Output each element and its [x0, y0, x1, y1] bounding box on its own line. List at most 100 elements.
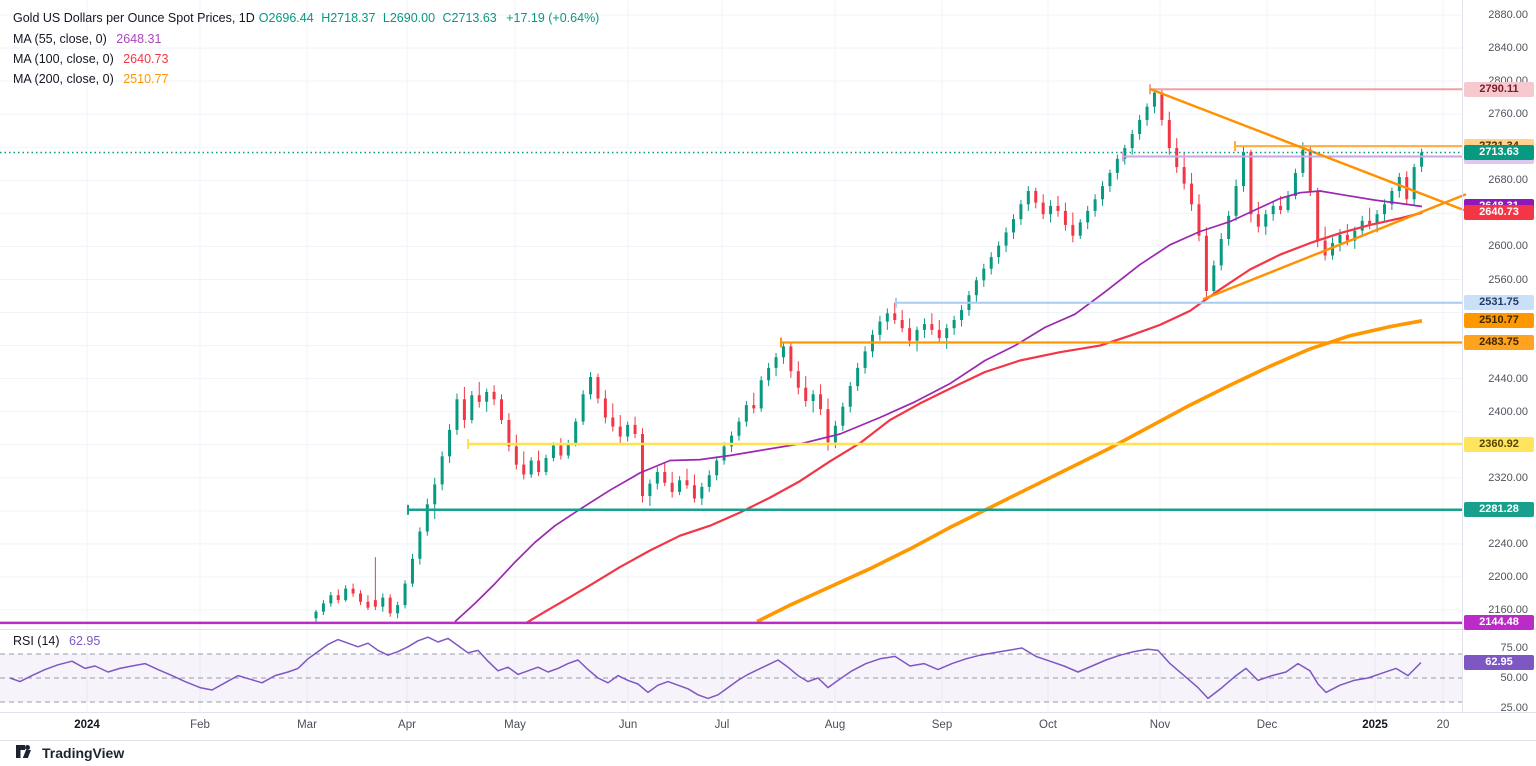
time-label-Mar: Mar	[297, 719, 317, 731]
candle-body	[1063, 210, 1067, 225]
candle-body	[1026, 191, 1030, 205]
time-axis[interactable]: 2024 Feb Mar Apr May Jun Jul Aug Sep Oct Nov Dec 202…	[0, 713, 1536, 740]
candle-body	[470, 395, 474, 420]
rsi-tick-50: 50.00	[1500, 672, 1528, 684]
time-label-2024: 2024	[74, 719, 100, 731]
tradingview-logo[interactable]: TradingView	[16, 744, 124, 761]
candle-body	[655, 472, 659, 484]
rsi-legend[interactable]: RSI (14) 62.95	[13, 634, 100, 648]
candle-body	[1138, 120, 1142, 134]
candle-body	[744, 405, 748, 422]
ma-ma-100-line[interactable]	[526, 211, 1423, 624]
candle-body	[1152, 92, 1156, 107]
candle-body	[574, 421, 578, 444]
candle-body	[774, 357, 778, 368]
candle-body	[1382, 204, 1386, 215]
candle-body	[1086, 210, 1090, 223]
candle-body	[321, 603, 325, 612]
current-price-label: 2713.63	[1464, 145, 1534, 160]
ohlc-low: L2690.00	[382, 11, 436, 25]
candle-body	[922, 324, 926, 330]
candle-body	[767, 367, 771, 381]
candle-body	[878, 321, 882, 335]
pane-separator[interactable]	[0, 629, 1536, 630]
candle-body	[388, 597, 392, 614]
price-label-2281.28: 2281.28	[1464, 502, 1534, 518]
candle-body	[366, 601, 370, 608]
candle-body	[1145, 106, 1149, 120]
candle-body	[1375, 214, 1379, 225]
chart-legend[interactable]: Gold US Dollars per Ounce Spot Prices, 1…	[13, 8, 599, 89]
candle-body	[1286, 196, 1290, 210]
candle-body	[551, 445, 555, 458]
candle-body	[1101, 186, 1105, 200]
time-label-Jun: Jun	[618, 719, 638, 731]
candle-body	[1049, 205, 1053, 215]
candle-body	[1167, 120, 1171, 149]
candle-body	[633, 424, 637, 434]
candle-body	[626, 424, 630, 437]
candle-body	[640, 434, 644, 496]
candle-body	[537, 460, 541, 472]
candle-body	[1271, 205, 1275, 215]
candle-body	[314, 611, 318, 619]
candle-body	[618, 426, 622, 437]
trendline-descending[interactable]	[1149, 87, 1467, 213]
ma-200-row[interactable]: MA (200, close, 0) 2510.77	[13, 69, 599, 89]
ma-ma-55-line[interactable]	[454, 190, 1423, 623]
candle-body	[1115, 158, 1119, 173]
candle-body	[1071, 224, 1075, 236]
ma-100-row[interactable]: MA (100, close, 0) 2640.73	[13, 49, 599, 69]
tradingview-logo-text: TradingView	[42, 744, 125, 761]
candle-body	[848, 386, 852, 407]
candle-body	[596, 377, 600, 399]
ma-price-label-2640.73: 2640.73	[1464, 205, 1534, 221]
candle-body	[500, 399, 503, 420]
candle-body	[982, 268, 986, 281]
candle-body	[960, 310, 964, 320]
candle-body	[1249, 152, 1253, 215]
candle-body	[1360, 220, 1364, 231]
change-value: +17.19 (+0.64%)	[506, 11, 600, 25]
candle-body	[1316, 191, 1320, 241]
candle-body	[789, 346, 793, 372]
candle-body	[410, 558, 414, 584]
candle-body	[373, 600, 377, 607]
price-tick-2680: 2680.00	[1488, 174, 1528, 187]
ma-55-row[interactable]: MA (55, close, 0) 2648.31	[13, 29, 599, 49]
time-label-Jul: Jul	[714, 719, 730, 731]
ma-100-value: 2640.73	[123, 52, 169, 66]
price-label-2790.11: 2790.11	[1464, 81, 1534, 97]
candle-body	[462, 399, 466, 420]
candle-body	[826, 409, 830, 443]
candle-body	[1212, 265, 1216, 291]
candle-body	[885, 313, 889, 322]
candle-body	[863, 351, 867, 368]
candle-body	[477, 395, 481, 402]
candle-body	[1182, 167, 1186, 184]
ma-ma-200-line[interactable]	[756, 319, 1423, 624]
price-label-2360.92: 2360.92	[1464, 436, 1534, 452]
rsi-tick-25: 25.00	[1500, 702, 1528, 714]
price-tick-2880: 2880.00	[1488, 9, 1528, 21]
candle-body	[1108, 172, 1112, 187]
candle-body	[425, 504, 429, 532]
candle-body	[581, 394, 585, 422]
price-tick-2400: 2400.00	[1488, 405, 1528, 418]
price-axis-border	[1462, 0, 1463, 740]
candle-body	[522, 464, 526, 475]
time-label-Sep: Sep	[931, 719, 953, 731]
price-chart-canvas[interactable]	[0, 0, 1536, 740]
candle-body	[1093, 199, 1097, 211]
candle-body	[648, 483, 652, 496]
candle-body	[989, 257, 993, 269]
ma-200-label: MA (200, close, 0)	[13, 72, 114, 86]
rsi-label: RSI (14)	[13, 634, 60, 648]
price-tick-2200: 2200.00	[1488, 571, 1528, 583]
time-label-20: 20	[1436, 719, 1450, 731]
price-tick-2160: 2160.00	[1488, 604, 1528, 616]
candle-body	[1293, 172, 1297, 196]
symbol-title-row: Gold US Dollars per Ounce Spot Prices, 1…	[13, 8, 599, 29]
rsi-line[interactable]	[9, 636, 1422, 700]
trendline-ascending[interactable]	[1202, 193, 1467, 301]
